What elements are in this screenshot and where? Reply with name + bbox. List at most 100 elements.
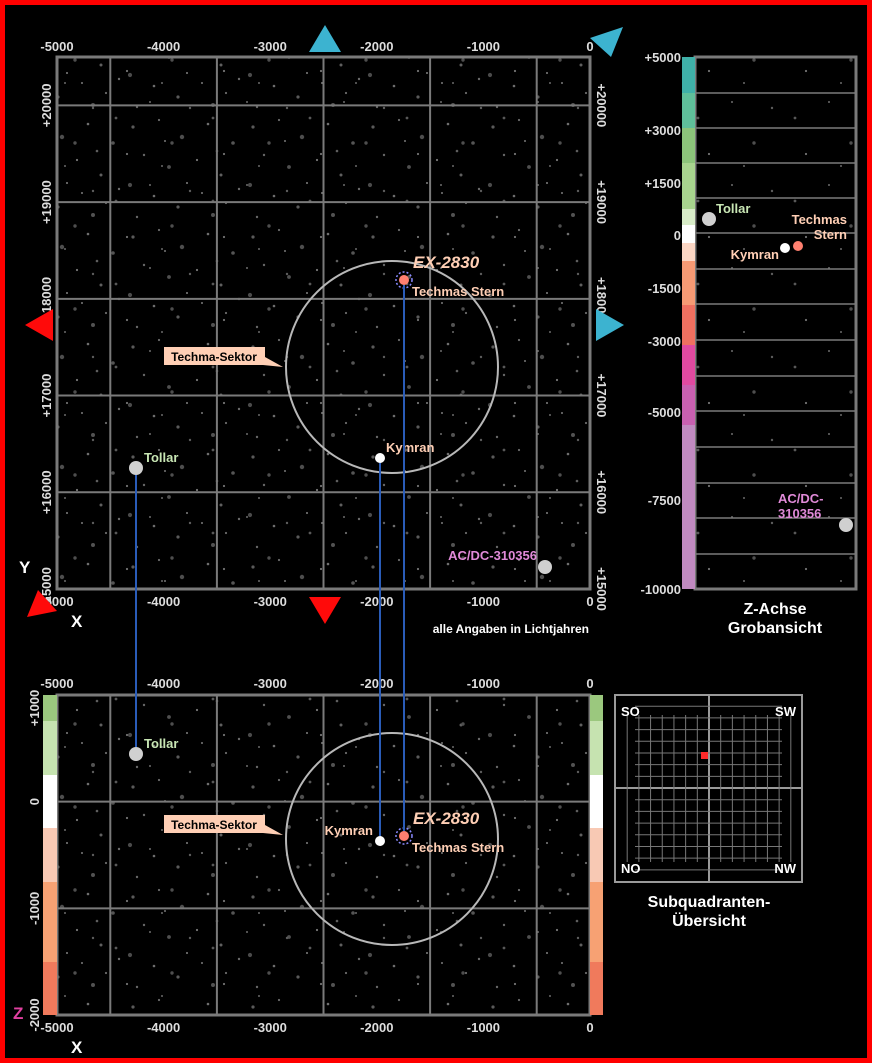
top-y-tick-label-right: +18000: [594, 277, 609, 321]
bottom-z-tick-label: -1000: [27, 892, 42, 925]
top-star-label: Tollar: [144, 450, 178, 465]
top-target-label: EX-2830: [413, 253, 480, 272]
bottom-z-colorbar-right-segment: [590, 962, 603, 1015]
z-panel-tick-label: +1500: [644, 176, 681, 191]
bottom-x-tick-label-lower: -1000: [467, 1020, 500, 1035]
top-y-tick-label-left: +18000: [39, 277, 54, 321]
top-sector-circle: [285, 260, 499, 474]
bottom-z-colorbar-left-segment: [43, 828, 57, 882]
top-y-tick-label-left: +20000: [39, 83, 54, 127]
bottom-z-axis-letter: Z: [13, 1004, 23, 1023]
unit-note: alle Angaben in Lichtjahren: [433, 622, 589, 636]
z-panel-label-acdc-line1: AC/DC-: [778, 491, 824, 506]
top-x-tick-label-upper: -3000: [254, 39, 287, 54]
z-panel-label-techmas-line1: Techmas: [792, 212, 847, 227]
bottom-z-tick-label: -2000: [27, 998, 42, 1031]
top-x-tick-label-upper: -1000: [467, 39, 500, 54]
z-panel-label-tollar: Tollar: [716, 201, 750, 216]
z-panel-colorbar-segment: [682, 93, 695, 128]
top-x-tick-label-lower: -4000: [147, 594, 180, 609]
z-panel-star-tollar: [702, 212, 716, 226]
top-x-tick-label-upper: -5000: [40, 39, 73, 54]
bottom-z-colorbar-left-segment: [43, 695, 57, 721]
top-sector-label: Techma-Sektor: [171, 350, 257, 364]
top-map-border: [55, 55, 592, 591]
z-panel-tick-label: +3000: [644, 123, 681, 138]
bottom-z-tick-label: 0: [27, 798, 42, 805]
bottom-z-colorbar-left-segment: [43, 882, 57, 962]
bottom-target-label: EX-2830: [413, 809, 480, 828]
bottom-sector-label-box: [164, 815, 283, 835]
top-y-tick-label-left: +16000: [39, 470, 54, 514]
z-panel-star-acdc: [839, 518, 853, 532]
top-x-tick-label-lower: -2000: [360, 594, 393, 609]
top-y-tick-label-left: +17000: [39, 374, 54, 418]
subquadrant-corner-nw: NW: [774, 861, 796, 876]
top-x-tick-label-lower: -3000: [254, 594, 287, 609]
bottom-x-tick-label-upper: -2000: [360, 676, 393, 691]
top-x-tick-label-upper: -2000: [360, 39, 393, 54]
z-panel-tick-label: -7500: [648, 493, 681, 508]
bottom-x-tick-label-lower: -4000: [147, 1020, 180, 1035]
z-panel-tick-label: -10000: [641, 582, 681, 597]
z-panel-colorbar-segment: [682, 385, 695, 425]
nav-arrow-up-icon[interactable]: [309, 25, 341, 52]
z-panel-colorbar-segment: [682, 305, 695, 345]
z-panel-label-kymran: Kymran: [731, 247, 779, 262]
bottom-x-tick-label-lower: -2000: [360, 1020, 393, 1035]
bottom-z-colorbar-left-segment: [43, 775, 57, 828]
bottom-z-colorbar-right-segment: [590, 695, 603, 721]
top-star-kymran: [375, 453, 385, 463]
z-panel-starfield: [695, 57, 856, 589]
bottom-x-tick-label-upper: -4000: [147, 676, 180, 691]
top-y-tick-label-right: +19000: [594, 180, 609, 224]
bottom-z-colorbar-left-segment: [43, 962, 57, 1015]
top-y-tick-label-right: +16000: [594, 470, 609, 514]
nav-arrow-diagonal-up-icon[interactable]: [590, 27, 623, 57]
nav-arrow-left-icon[interactable]: [25, 309, 53, 341]
bottom-star-label: Techmas Stern: [412, 840, 504, 855]
z-panel-star-kymran: [780, 243, 790, 253]
top-sector-label-box: [164, 347, 283, 367]
top-star-label: Kymran: [386, 440, 434, 455]
z-panel-label-techmas-line2: Stern: [814, 227, 847, 242]
star-map-canvas: -5000 -5000 -4000 -4000 -3000 -3000 -2000 -2000…: [13, 25, 858, 1057]
top-y-tick-label-left: +19000: [39, 180, 54, 224]
z-panel-colorbar-segment: [682, 261, 695, 305]
subquadrant-corner-no: NO: [621, 861, 641, 876]
top-x-tick-label-lower: 0: [586, 594, 593, 609]
nav-arrow-down-icon[interactable]: [309, 597, 341, 624]
top-y-axis-letter: Y: [19, 558, 31, 577]
bottom-star-tollar: [129, 747, 143, 761]
bottom-x-tick-label-upper: 0: [586, 676, 593, 691]
top-star-tollar: [129, 461, 143, 475]
z-panel-star-techmas: [793, 241, 803, 251]
bottom-sector-label: Techma-Sektor: [171, 818, 257, 832]
top-star-techmas-stern: [399, 275, 409, 285]
z-panel-colorbar-segment: [682, 243, 695, 261]
z-panel-colorbar-segment: [682, 345, 695, 385]
bottom-z-colorbar-right-segment: [590, 828, 603, 882]
bottom-star-label: Tollar: [144, 736, 178, 751]
bottom-z-colorbar-right-segment: [590, 721, 603, 775]
top-star-ac-dc-310356: [538, 560, 552, 574]
z-panel-colorbar-segment: [682, 57, 695, 93]
bottom-z-colorbar-left-segment: [43, 721, 57, 775]
bottom-x-tick-label-upper: -5000: [40, 676, 73, 691]
z-panel-tick-label: -3000: [648, 334, 681, 349]
z-panel-label-acdc-line2: 310356: [778, 506, 821, 521]
bottom-x-tick-label-lower: -3000: [254, 1020, 287, 1035]
top-y-tick-label-right: +17000: [594, 374, 609, 418]
z-panel-tick-label: -1500: [648, 281, 681, 296]
bottom-star-kymran: [375, 836, 385, 846]
bottom-x-tick-label-upper: -3000: [254, 676, 287, 691]
nav-arrow-diagonal-down-icon[interactable]: [27, 590, 57, 617]
nav-arrow-right-icon[interactable]: [596, 309, 624, 341]
top-x-tick-label-upper: 0: [586, 39, 593, 54]
z-panel-colorbar-segment: [682, 128, 695, 163]
z-panel-tick-label: 0: [674, 228, 681, 243]
z-panel-colorbar-segment: [682, 425, 695, 589]
z-panel-title-line2: Grobansicht: [728, 620, 823, 637]
z-panel-tick-label: -5000: [648, 405, 681, 420]
top-y-tick-label-right: +20000: [594, 83, 609, 127]
